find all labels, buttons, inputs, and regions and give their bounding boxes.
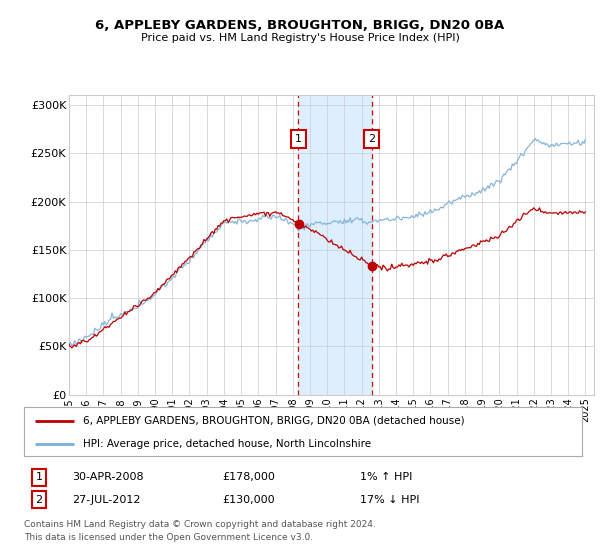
Text: 2: 2 <box>368 134 375 144</box>
Text: 17% ↓ HPI: 17% ↓ HPI <box>360 494 419 505</box>
Bar <box>298 95 371 395</box>
Text: HPI: Average price, detached house, North Lincolnshire: HPI: Average price, detached house, Nort… <box>83 438 371 449</box>
Text: 27-JUL-2012: 27-JUL-2012 <box>72 494 140 505</box>
Text: 6, APPLEBY GARDENS, BROUGHTON, BRIGG, DN20 0BA (detached house): 6, APPLEBY GARDENS, BROUGHTON, BRIGG, DN… <box>83 416 464 426</box>
Text: Contains HM Land Registry data © Crown copyright and database right 2024.
This d: Contains HM Land Registry data © Crown c… <box>24 520 376 542</box>
Text: 6, APPLEBY GARDENS, BROUGHTON, BRIGG, DN20 0BA: 6, APPLEBY GARDENS, BROUGHTON, BRIGG, DN… <box>95 18 505 32</box>
Text: 1: 1 <box>35 472 43 482</box>
Text: £178,000: £178,000 <box>222 472 275 482</box>
Text: 30-APR-2008: 30-APR-2008 <box>72 472 143 482</box>
Text: Price paid vs. HM Land Registry's House Price Index (HPI): Price paid vs. HM Land Registry's House … <box>140 33 460 43</box>
Text: 1% ↑ HPI: 1% ↑ HPI <box>360 472 412 482</box>
Text: £130,000: £130,000 <box>222 494 275 505</box>
Text: 1: 1 <box>295 134 302 144</box>
Text: 2: 2 <box>35 494 43 505</box>
